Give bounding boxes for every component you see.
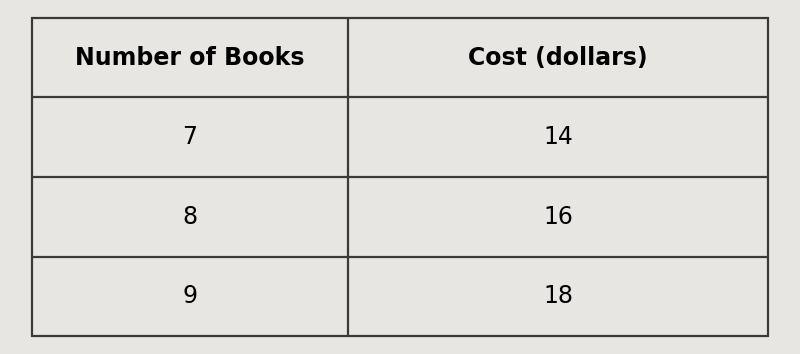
Text: 18: 18 [543, 285, 573, 308]
Text: 14: 14 [543, 125, 573, 149]
Text: 8: 8 [182, 205, 198, 229]
Text: 16: 16 [543, 205, 573, 229]
Text: Cost (dollars): Cost (dollars) [468, 46, 648, 69]
Text: Number of Books: Number of Books [75, 46, 305, 69]
Text: 9: 9 [182, 285, 198, 308]
Text: 7: 7 [182, 125, 198, 149]
Bar [32, 18, 768, 336]
